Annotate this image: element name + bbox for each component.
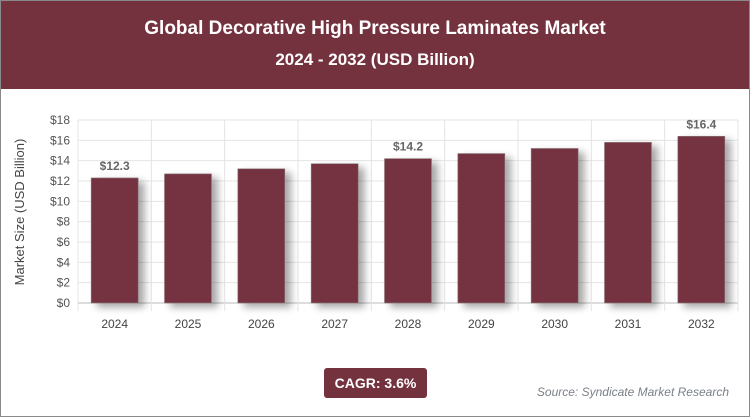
y-tick-label: $12: [50, 174, 70, 188]
bar-2027: [310, 163, 359, 304]
x-tick-label: 2024: [101, 317, 128, 331]
data-label: $12.3: [100, 159, 130, 173]
y-tick-label: $10: [50, 194, 70, 208]
bar-2024: [90, 177, 139, 304]
x-tick-label: 2028: [395, 317, 422, 331]
bar-2026: [237, 168, 286, 304]
cagr-badge: CAGR: 3.6%: [324, 368, 427, 398]
x-tick-label: 2026: [248, 317, 275, 331]
y-axis-label: Market Size (USD Billion): [12, 139, 27, 286]
x-tick-label: 2031: [615, 317, 642, 331]
bar-2028: [384, 158, 432, 304]
y-tick-label: $4: [57, 255, 71, 269]
x-tick-label: 2029: [468, 317, 495, 331]
data-label: $16.4: [686, 117, 716, 131]
x-tick-label: 2025: [175, 317, 202, 331]
y-tick-label: $14: [50, 154, 70, 168]
bar-2025: [164, 173, 212, 304]
y-tick-label: $18: [50, 113, 70, 127]
x-tick-label: 2030: [541, 317, 568, 331]
chart-header: Global Decorative High Pressure Laminate…: [1, 1, 749, 89]
chart-subtitle: 2024 - 2032 (USD Billion): [275, 50, 475, 69]
data-label: $14.2: [393, 140, 423, 154]
y-tick-label: $16: [50, 133, 70, 147]
y-tick-label: $2: [57, 276, 71, 290]
bar-2031: [604, 142, 652, 304]
x-tick-label: 2032: [688, 317, 715, 331]
source-note: Source: Syndicate Market Research: [536, 385, 729, 399]
y-tick-label: $0: [57, 296, 71, 310]
y-tick-label: $6: [57, 235, 71, 249]
bar-2030: [530, 148, 579, 304]
y-tick-label: $8: [57, 215, 71, 229]
x-tick-label: 2027: [321, 317, 348, 331]
bar-2032: [677, 135, 726, 304]
bar-2029: [457, 153, 506, 304]
chart-title: Global Decorative High Pressure Laminate…: [144, 18, 606, 39]
